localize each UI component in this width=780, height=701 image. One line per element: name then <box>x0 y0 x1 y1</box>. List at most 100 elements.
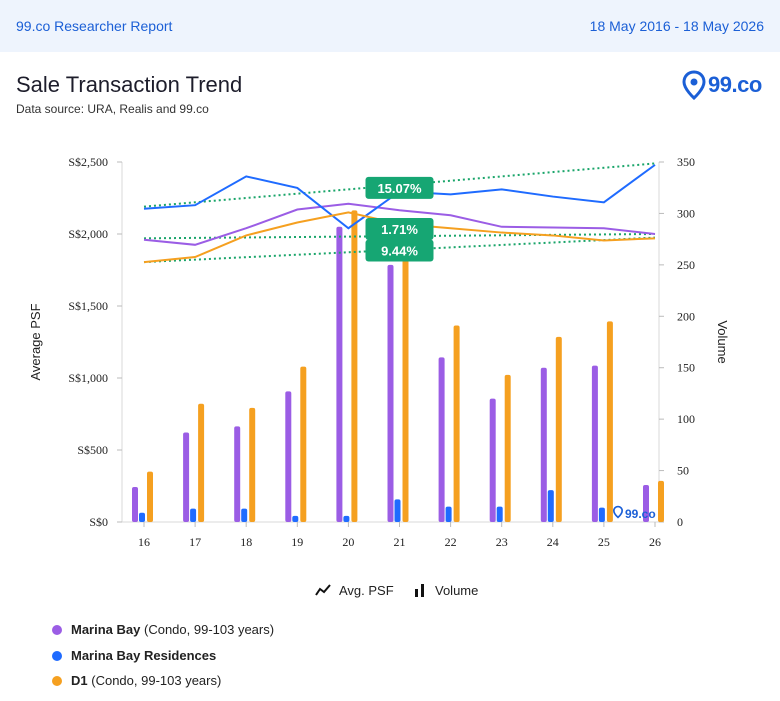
volume-bar <box>394 499 401 522</box>
annotation-box <box>365 217 434 240</box>
volume-bar <box>606 321 613 522</box>
volume-bar <box>658 480 664 522</box>
volume-bar <box>139 512 145 522</box>
volume-bar <box>643 484 649 522</box>
volume-bar <box>234 426 241 522</box>
y-axis-label-left: Average PSF <box>28 303 43 380</box>
right-axis-ticks: 0 50 100 150 200 250 300 350 <box>659 155 695 529</box>
chart-title: Sale Transaction Trend <box>16 72 243 97</box>
left-tick-label: S$1,500 <box>68 299 108 313</box>
volume-bar <box>496 506 503 522</box>
legend-item-marina-bay-residences: Marina Bay Residences <box>52 648 216 663</box>
left-tick-label: S$0 <box>89 515 108 529</box>
brand-logo: 99.co <box>682 70 766 100</box>
right-tick-label: 200 <box>677 309 695 323</box>
x-tick-label: 18 <box>240 535 252 549</box>
toggle-volume[interactable]: Volume <box>413 583 478 598</box>
watermark-pin-icon <box>613 505 623 519</box>
annotation-label: 1.71% <box>381 222 418 237</box>
volume-bar <box>387 264 394 522</box>
volume-bar <box>445 506 452 522</box>
right-tick-label: 100 <box>677 412 695 426</box>
left-tick-label: S$2,000 <box>68 227 108 241</box>
volume-bar <box>504 374 511 522</box>
psf-line <box>143 202 656 246</box>
line-chart-icon <box>315 584 331 596</box>
legend-dot <box>52 651 62 661</box>
toggle-avg-psf-label: Avg. PSF <box>339 583 394 598</box>
legend-item-d1: D1 (Condo, 99-103 years) <box>52 673 221 688</box>
annotation-label: 9.44% <box>381 244 418 259</box>
sale-transaction-chart: S$0 S$500 S$1,000 S$1,500 S$2,000 S$2,500 0 50… <box>28 155 730 549</box>
legend-name: Marina Bay Residences <box>71 648 217 663</box>
left-tick-label: S$1,000 <box>68 371 108 385</box>
x-tick-label: 23 <box>496 535 508 549</box>
right-tick-label: 0 <box>677 515 683 529</box>
volume-bar <box>198 403 205 522</box>
volume-bar <box>591 365 598 522</box>
toggle-avg-psf[interactable]: Avg. PSF <box>315 583 394 598</box>
legend-detail: (Condo, 99-103 years) <box>91 673 222 688</box>
volume-bar <box>453 325 460 522</box>
right-tick-label: 250 <box>677 258 695 272</box>
annotation-box <box>365 239 434 262</box>
volume-bar <box>285 391 292 522</box>
right-tick-label: 350 <box>677 155 695 169</box>
legend-item-marina-bay: Marina Bay (Condo, 99-103 years) <box>52 622 274 637</box>
volume-bar <box>489 398 496 522</box>
volume-bar <box>555 336 562 522</box>
logo-text: 99.co <box>708 72 762 97</box>
legend-detail: (Condo, 99-103 years) <box>144 622 275 637</box>
toggle-volume-label: Volume <box>435 583 479 598</box>
left-axis-ticks: S$0 S$500 S$1,000 S$1,500 S$2,000 S$2,500 <box>68 155 122 529</box>
report-header: 99.co Researcher Report 18 May 2016 - 18… <box>0 0 780 52</box>
x-tick-label: 21 <box>394 535 406 549</box>
volume-bar <box>343 515 350 522</box>
watermark-text: 99.co <box>625 507 656 521</box>
volume-bar <box>438 357 445 522</box>
x-tick-label: 16 <box>138 535 150 549</box>
trend-annotations: 15.07% 1.71% 9.44% <box>365 176 434 262</box>
volume-bar <box>241 508 248 522</box>
volume-bars <box>132 210 664 523</box>
x-tick-label: 17 <box>189 535 201 549</box>
legend-name: D1 <box>71 673 88 688</box>
right-tick-label: 50 <box>677 464 689 478</box>
volume-bar <box>183 432 190 522</box>
x-tick-label: 26 <box>649 535 661 549</box>
legend-dot <box>52 625 62 635</box>
volume-bar <box>540 367 547 522</box>
chart-watermark: 99.co <box>613 505 656 521</box>
annotation-label: 15.07% <box>377 181 422 196</box>
volume-bar <box>249 407 256 522</box>
legend-dot <box>52 676 62 686</box>
location-pin-icon <box>682 70 706 100</box>
volume-bar <box>351 210 358 522</box>
x-tick-label: 19 <box>291 535 303 549</box>
x-tick-label: 20 <box>342 535 354 549</box>
data-source: Data source: URA, Realis and 99.co <box>16 102 209 116</box>
bar-chart-icon <box>415 584 424 597</box>
x-tick-label: 22 <box>445 535 457 549</box>
left-tick-label: S$500 <box>77 443 108 457</box>
right-tick-label: 300 <box>677 206 695 220</box>
volume-bar <box>336 226 343 523</box>
right-tick-label: 150 <box>677 361 695 375</box>
annotation-box <box>365 176 434 199</box>
volume-bar <box>300 366 307 522</box>
x-axis-ticks: 16 17 18 19 20 21 22 23 24 25 26 <box>138 522 661 549</box>
x-tick-label: 25 <box>598 535 610 549</box>
left-tick-label: S$2,500 <box>68 155 108 169</box>
volume-bar <box>190 508 197 522</box>
volume-bar <box>132 487 138 522</box>
report-brand: 99.co Researcher Report <box>16 18 173 34</box>
volume-bar <box>147 471 153 522</box>
x-tick-label: 24 <box>547 535 559 549</box>
volume-bar <box>547 490 554 522</box>
volume-bar <box>402 244 409 522</box>
legend-name: Marina Bay <box>71 622 141 637</box>
y-axis-label-right: Volume <box>715 320 730 363</box>
report-date-range: 18 May 2016 - 18 May 2026 <box>589 18 764 34</box>
volume-bar <box>598 507 605 522</box>
volume-bar <box>292 515 299 522</box>
